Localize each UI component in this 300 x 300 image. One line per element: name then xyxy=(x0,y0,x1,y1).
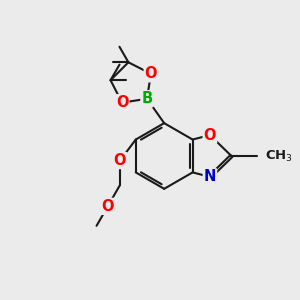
Text: CH$_3$: CH$_3$ xyxy=(265,148,293,164)
Text: O: O xyxy=(101,199,114,214)
Text: O: O xyxy=(145,66,157,81)
Text: B: B xyxy=(141,91,152,106)
Text: O: O xyxy=(204,128,216,142)
Text: O: O xyxy=(114,153,126,168)
Text: O: O xyxy=(116,95,128,110)
Text: N: N xyxy=(204,169,216,184)
